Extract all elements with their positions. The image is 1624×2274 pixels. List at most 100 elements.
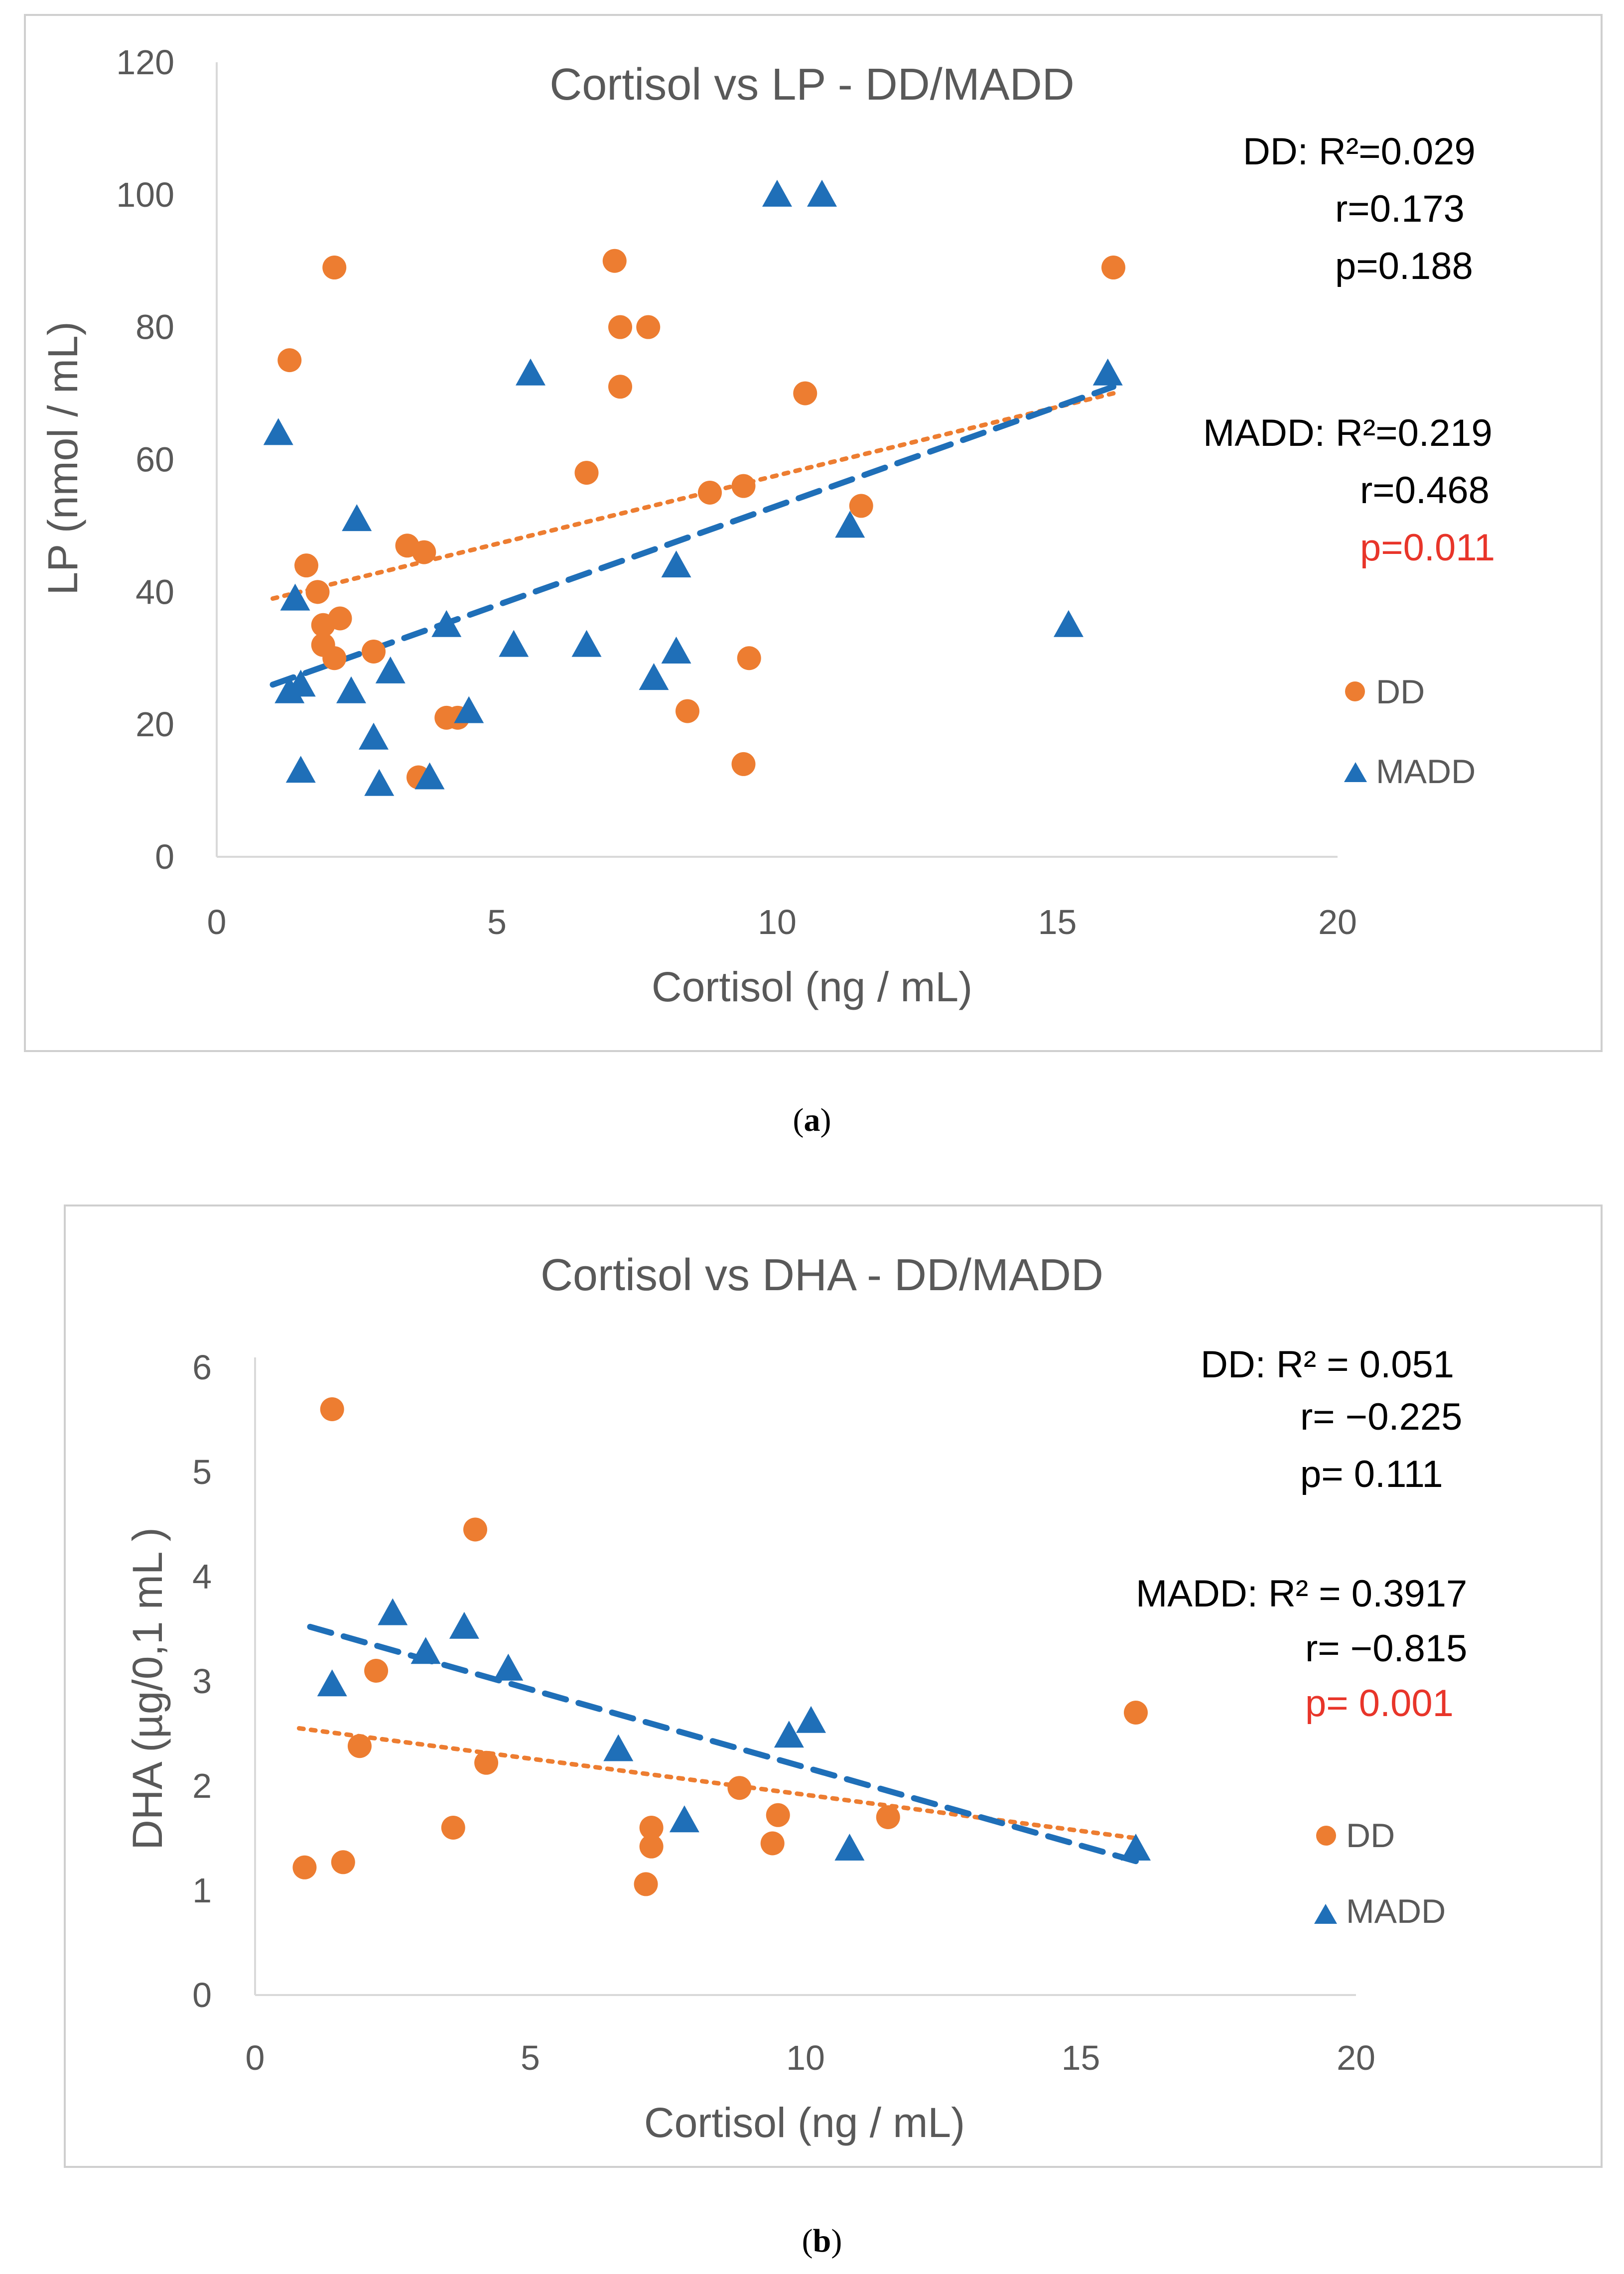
panel-b-madd-point [603,1734,634,1761]
panel-b-dd-point [727,1776,752,1800]
panel-a-madd-point [431,610,462,637]
panel-b-legend-dd-marker [1316,1826,1336,1846]
panel-b-dd-point [639,1834,664,1859]
panel-a-points [263,179,1125,796]
panel-a-dd-point [574,461,599,485]
panel-a-dd-point [676,699,699,723]
panel-b-dd-point [463,1517,487,1542]
panel-b-x-tick-label: 10 [786,2038,825,2077]
panel-b-legend: DD MADD [1314,1817,1446,1930]
panel-b-dd-point [474,1750,499,1775]
panel-b-madd-r2: MADD: R² = 0.3917 [1136,1573,1467,1615]
panel-a-x-ticks: 0 5 10 15 20 [207,903,1357,941]
panel-b-dd-point [347,1734,372,1758]
panel-a-dd-point [328,606,352,631]
panel-b-dd-point [876,1805,900,1829]
panel-b-dd-point [331,1850,355,1874]
panel-b-madd-point [774,1721,804,1748]
panel-a-madd-point [571,630,602,657]
panel-b-x-tick-label: 0 [246,2038,265,2077]
panel-a-madd-point [807,179,837,207]
panel-b-dd-point [634,1872,658,1896]
panel-a-dd-point [322,646,347,670]
panel-a-dd-point [793,381,817,405]
panel-a-madd-point [364,769,395,796]
panel-a-madd-point [414,762,445,790]
panel-a-y-tick-label: 100 [116,175,174,214]
panel-b-y-tick-label: 5 [192,1453,212,1491]
panel-b-x-tick-label: 5 [521,2038,540,2077]
panel-a-madd-point [280,583,310,611]
panel-b-dd-point [441,1816,465,1840]
panel-a-madd-point [342,504,372,532]
panel-a-title: Cortisol vs LP - DD/MADD [549,60,1075,110]
panel-a-x-tick-label: 5 [487,903,507,941]
panel-a-dd-r2: DD: R²=0.029 [1243,131,1476,173]
panel-a-dd-point [698,480,722,505]
panel-a-legend-madd-marker [1344,762,1367,782]
panel-b-y-tick-label: 2 [192,1766,212,1805]
panel-a-madd-point [454,696,484,723]
panel-a-dd-point [731,474,756,498]
panel-a-madd-point [835,511,865,538]
panel-a-madd-r2: MADD: R²=0.219 [1203,412,1492,454]
panel-a-x-tick-label: 0 [207,903,227,941]
panel-a-y-tick-label: 60 [135,440,174,479]
panel-a-legend-dd-marker [1345,681,1365,701]
panel-b-x-tick-label: 20 [1337,2038,1375,2077]
panel-a: Cortisol vs LP - DD/MADD 020406080100120… [24,14,1603,1052]
panel-a-madd-point [359,722,389,750]
panel-b-dd-point [364,1659,389,1683]
panel-b-x-tick-label: 15 [1062,2038,1100,2077]
panel-a-y-tick-label: 0 [155,837,174,876]
panel-b-madd-point [317,1669,347,1697]
panel-a-y-tick-label: 80 [135,308,174,347]
panel-b-frame [64,1204,1603,2168]
panel-a-madd-point [661,550,691,578]
panel-a-y-tick-label: 20 [135,705,174,744]
panel-a-dd-point [294,553,318,578]
panel-b-x-ticks: 0 5 10 15 20 [246,2038,1375,2077]
panel-a-dd-point [849,494,873,518]
panel-b-y-tick-label: 3 [192,1662,212,1701]
panel-a-x-tick-label: 10 [758,903,797,941]
panel-b-y-ticks: 0 1 2 3 4 5 6 [192,1348,212,2014]
panel-a-y-tick-label: 40 [135,572,174,611]
panel-a-dd-point [277,348,302,373]
panel-a-dd-point [412,540,436,564]
panel-a-madd-r: r=0.468 [1360,469,1489,512]
panel-b-dd-point [766,1803,790,1827]
panel-a-madd-point [1054,610,1083,637]
panel-a-madd-point [375,656,406,683]
panel-b-madd-point [493,1653,524,1681]
panel-b-madd-point [1121,1834,1151,1861]
panel-a-dd-point [305,580,330,604]
panel-a-dd-point [362,639,386,664]
panel-a-dd-point [636,315,661,339]
panel-a-madd-point [499,630,529,657]
panel-b-dd-p: p= 0.111 [1300,1453,1443,1495]
panel-b-dd-point [292,1855,317,1879]
panel-b-x-axis-title: Cortisol (ng / mL) [644,2099,965,2146]
panel-b: Cortisol vs DHA - DD/MADD 0 1 2 3 4 5 6 0 5 10 15… [64,1204,1603,2168]
panel-a-dd-point [731,752,756,776]
panel-a-madd-point [661,636,691,664]
panel-b-y-tick-label: 6 [192,1348,212,1387]
panel-a-legend-dd-label: DD [1376,673,1425,711]
panel-b-madd-p: p= 0.001 [1305,1682,1454,1725]
panel-a-caption: (a) [793,1102,831,1138]
panel-a-x-tick-label: 15 [1038,903,1077,941]
panel-a-madd-point [639,663,669,690]
panel-b-dd-point [320,1397,344,1421]
panel-b-y-axis-title: DHA (µg/0,1 mL ) [124,1527,171,1850]
panel-a-y-ticks: 0 20 40 60 80 100 120 [116,43,174,876]
panel-b-madd-point [410,1637,441,1664]
panel-b-dd-r2: DD: R² = 0.051 [1201,1343,1454,1386]
panel-a-madd-point [336,676,366,703]
panel-b-dd-point [760,1831,785,1856]
panel-a-dd-point [1101,256,1125,280]
panel-a-trendlines [270,384,1116,688]
panel-a-dd-trendline [271,391,1116,601]
panel-b-dd-point [639,1816,664,1840]
